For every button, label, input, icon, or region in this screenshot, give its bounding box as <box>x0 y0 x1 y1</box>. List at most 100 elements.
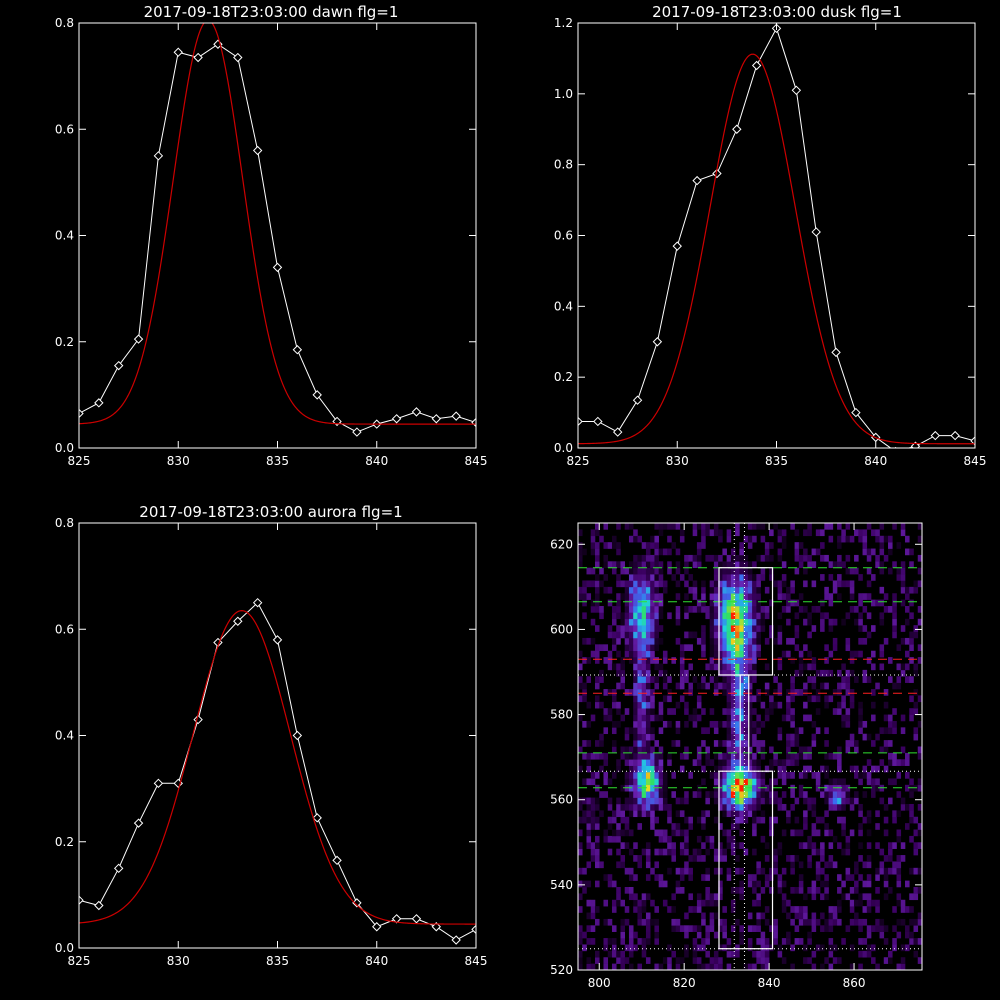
heatmap-cell <box>730 714 736 722</box>
heatmap-cell <box>798 561 804 568</box>
heatmap-cell <box>790 682 795 690</box>
heatmap-cell <box>645 778 651 786</box>
heatmap-cell <box>909 695 914 703</box>
heatmap-cell <box>764 842 770 849</box>
heatmap-cell <box>871 701 876 709</box>
heatmap-cell <box>637 637 643 645</box>
heatmap-cell <box>739 759 744 766</box>
heatmap-cell <box>628 791 634 798</box>
heatmap-cell <box>888 778 893 786</box>
heatmap-cell <box>777 944 783 952</box>
heatmap-cell <box>786 810 791 818</box>
heatmap-cell <box>654 740 659 747</box>
heatmap-cell <box>735 733 740 741</box>
heatmap-cell <box>718 893 723 901</box>
heatmap-cell <box>756 867 761 875</box>
heatmap-cell <box>845 867 851 875</box>
heatmap-cell <box>688 823 693 830</box>
heatmap-cell <box>747 535 753 543</box>
heatmap-cell <box>611 606 617 613</box>
heatmap-cell <box>917 554 923 562</box>
heatmap-cell <box>684 606 689 613</box>
heatmap-cell <box>866 906 872 913</box>
heatmap-cell <box>658 599 664 607</box>
heatmap-cell <box>684 701 689 709</box>
heatmap-cell <box>747 810 753 818</box>
heatmap-cell <box>743 663 749 671</box>
heatmap-cell <box>735 772 740 779</box>
heatmap-cell <box>658 708 664 715</box>
heatmap-cell <box>786 912 791 920</box>
heatmap-cell <box>777 797 783 805</box>
heatmap-cell <box>713 650 719 658</box>
plot-series <box>79 23 476 437</box>
heatmap-cell <box>858 574 863 581</box>
heatmap-cell <box>726 644 732 652</box>
heatmap-cell <box>739 695 744 703</box>
heatmap-cell <box>764 708 770 715</box>
y-tick-label: 0.2 <box>55 335 74 349</box>
heatmap-cell <box>760 746 766 754</box>
heatmap-cell <box>701 918 706 926</box>
heatmap-cell <box>892 561 897 568</box>
heatmap-cell <box>917 957 923 964</box>
heatmap-cell <box>879 848 885 856</box>
heatmap-cell <box>633 682 638 690</box>
heatmap-cell <box>658 548 664 556</box>
heatmap-cell <box>837 535 842 543</box>
heatmap-cell <box>794 855 800 862</box>
heatmap-cell <box>743 580 749 588</box>
heatmap-cell <box>578 561 583 568</box>
heatmap-cell <box>769 874 774 881</box>
heatmap-cell <box>624 586 630 594</box>
heatmap-cell <box>726 612 732 620</box>
heatmap-cell <box>688 682 693 690</box>
heatmap-cell <box>739 669 744 677</box>
heatmap-cell <box>849 963 855 971</box>
heatmap-cell <box>730 676 736 683</box>
heatmap-cell <box>786 759 791 766</box>
heatmap-cell <box>662 848 668 856</box>
heatmap-cell <box>883 880 889 888</box>
heatmap-cell <box>722 580 727 588</box>
heatmap-cell <box>633 797 638 805</box>
heatmap-cell <box>760 752 766 760</box>
heatmap-cell <box>671 906 676 913</box>
heatmap-cell <box>594 644 600 652</box>
heatmap-cell <box>803 918 808 926</box>
heatmap-cell <box>837 542 842 549</box>
heatmap-cell <box>637 574 643 581</box>
heatmap-cell <box>815 689 821 696</box>
heatmap-cell <box>790 523 795 530</box>
heatmap-cell <box>917 867 923 875</box>
heatmap-cell <box>679 867 685 875</box>
heatmap-cell <box>692 708 698 715</box>
heatmap-cell <box>794 925 800 932</box>
heatmap-cell <box>743 618 749 626</box>
heatmap-cell <box>892 938 897 945</box>
heatmap-cell <box>590 752 596 760</box>
heatmap-cell <box>735 599 740 607</box>
heatmap-cell <box>684 912 689 920</box>
heatmap-cell <box>650 593 655 600</box>
heatmap-cell <box>896 682 902 690</box>
heatmap-cell <box>594 586 600 594</box>
heatmap-cell <box>582 612 587 620</box>
heatmap-cell <box>828 791 834 798</box>
heatmap-cell <box>760 816 766 824</box>
heatmap-cell <box>862 548 868 556</box>
heatmap-cell <box>658 567 664 575</box>
heatmap-cell <box>845 925 851 932</box>
heatmap-cell <box>739 727 744 735</box>
heatmap-cell <box>798 861 804 869</box>
heatmap-cell <box>743 708 749 715</box>
heatmap-cell <box>713 631 719 639</box>
heatmap-cell <box>718 842 723 849</box>
heatmap-cell <box>820 963 825 971</box>
heatmap-cell <box>815 708 821 715</box>
heatmap-cell <box>828 618 834 626</box>
heatmap-cell <box>790 861 795 869</box>
heatmap-cell <box>883 727 889 735</box>
heatmap-cell <box>769 925 774 932</box>
heatmap-cell <box>909 931 914 939</box>
